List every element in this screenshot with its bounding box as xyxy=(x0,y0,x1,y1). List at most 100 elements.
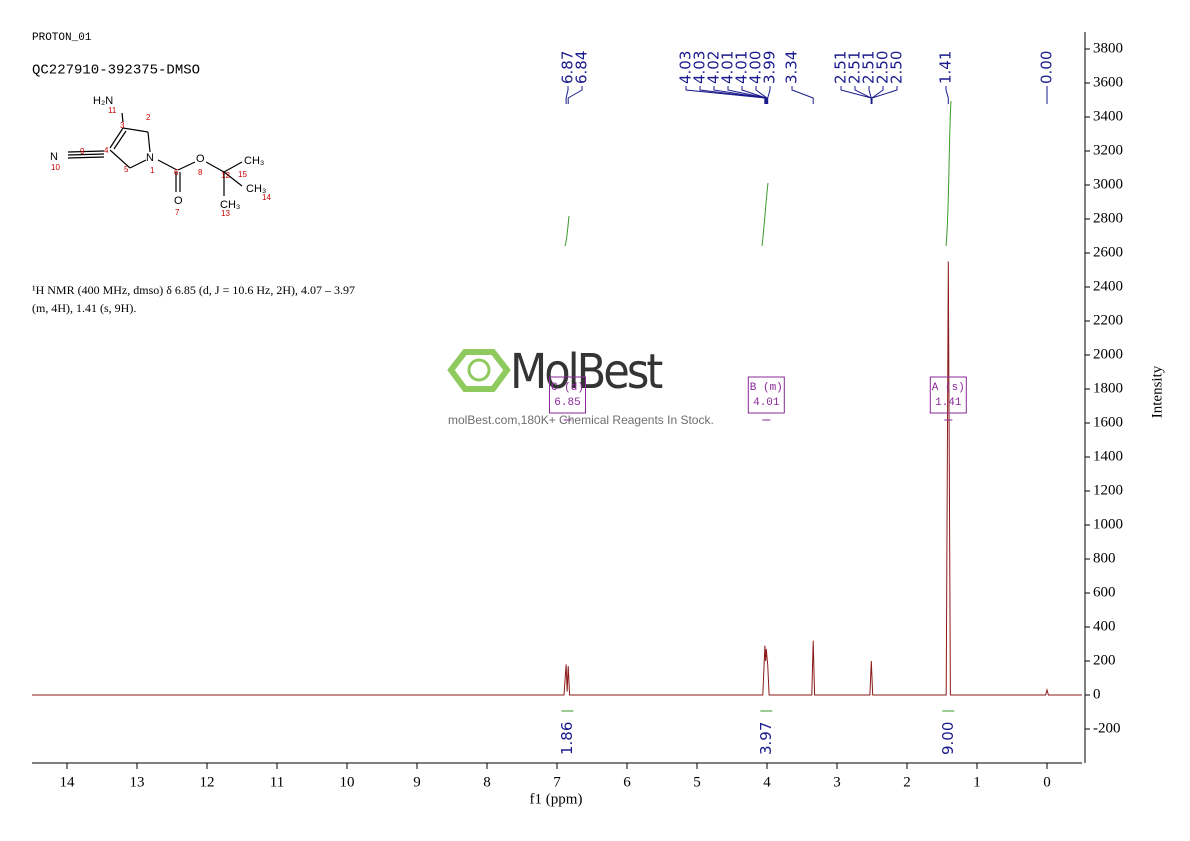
y-tick-label: 2200 xyxy=(1093,312,1123,328)
peak-connector xyxy=(741,86,767,104)
atom-number: 1 xyxy=(150,166,155,175)
molecule: H₂N N N O O CH₃ CH₃ CH₃ 11 3 2 4 5 1 9 1… xyxy=(50,95,271,218)
y-tick-label: 1800 xyxy=(1093,380,1123,396)
x-tick-label: 13 xyxy=(130,774,145,790)
x-tick-label: 14 xyxy=(60,774,76,790)
bond xyxy=(113,130,127,150)
peak-label: 2.50 xyxy=(874,51,892,84)
peak-connector xyxy=(868,86,872,104)
y-tick-label: 400 xyxy=(1093,618,1116,634)
x-tick-label: 12 xyxy=(200,774,215,790)
watermark-logo xyxy=(467,358,491,382)
y-tick-label: 1400 xyxy=(1093,448,1123,464)
atom: O xyxy=(174,195,183,207)
description-line: (m, 4H), 1.41 (s, 9H). xyxy=(32,301,136,315)
x-tick-label: 4 xyxy=(763,774,771,790)
atom-number: 10 xyxy=(51,163,60,172)
x-tick-label: 9 xyxy=(413,774,421,790)
atom-number: 5 xyxy=(124,165,129,174)
bond xyxy=(67,150,105,153)
integral-curve xyxy=(564,215,570,247)
peak-label: 2.51 xyxy=(832,51,850,84)
y-tick-label: 600 xyxy=(1093,584,1116,600)
peak-connector xyxy=(767,86,771,104)
atom-number: 9 xyxy=(80,147,85,156)
bond xyxy=(122,127,149,133)
atom-number: 3 xyxy=(120,121,125,130)
watermark-tagline: molBest.com,180K+ Chemical Reagents In S… xyxy=(448,413,714,427)
peak-label: 6.87 xyxy=(559,51,577,84)
atom: CH₃ xyxy=(246,183,266,195)
bond xyxy=(109,127,124,149)
bond xyxy=(147,131,151,153)
x-tick-label: 2 xyxy=(903,774,911,790)
experiment-name: PROTON_01 xyxy=(32,32,92,44)
peak-label: 0.00 xyxy=(1038,51,1056,84)
y-tick-label: 1600 xyxy=(1093,414,1123,430)
peak-connector xyxy=(567,86,583,104)
y-tick-label: 3200 xyxy=(1093,142,1123,158)
peak-label: 2.51 xyxy=(846,51,864,84)
watermark: MolBest molBest.com,180K+ Chemical Reage… xyxy=(447,344,714,427)
bond xyxy=(121,112,124,123)
x-tick-label: 7 xyxy=(553,774,561,790)
peak-label: 4.00 xyxy=(747,51,765,84)
peak-label: 2.51 xyxy=(860,51,878,84)
x-tick-label: 8 xyxy=(483,774,491,790)
y-tick-label: 3400 xyxy=(1093,108,1123,124)
peak-label: 4.01 xyxy=(733,51,751,84)
y-tick-label: 2600 xyxy=(1093,244,1123,260)
integral-label: 1.86 xyxy=(558,722,576,755)
x-axis-label: f1 (ppm) xyxy=(530,791,583,807)
peak-connector xyxy=(791,86,814,104)
y-tick-label: 2400 xyxy=(1093,278,1123,294)
integral-curve xyxy=(945,100,952,247)
multiplet-name: B (m) xyxy=(750,382,783,394)
atom: O xyxy=(196,153,205,165)
integral-curve xyxy=(761,182,769,247)
peak-connector xyxy=(871,86,898,104)
peak-label: 4.01 xyxy=(719,51,737,84)
y-tick-label: 1200 xyxy=(1093,482,1123,498)
peak-label: 4.03 xyxy=(691,51,709,84)
bond xyxy=(177,161,196,171)
atom: N xyxy=(146,152,154,164)
y-tick-label: 3000 xyxy=(1093,176,1123,192)
peak-connector xyxy=(713,86,767,104)
bond xyxy=(67,156,105,159)
bond xyxy=(129,159,147,169)
bond xyxy=(205,161,225,173)
x-tick-label: 6 xyxy=(623,774,631,790)
x-tick-label: 11 xyxy=(270,774,284,790)
bond xyxy=(109,149,131,169)
y-axis-label: Intensity xyxy=(1149,365,1165,418)
atom-number: 7 xyxy=(175,208,180,217)
y-tick-label: 3600 xyxy=(1093,74,1123,90)
multiplet-shift: 1.41 xyxy=(935,397,962,409)
atom-number: 2 xyxy=(146,113,151,122)
integral-label: 3.97 xyxy=(757,722,775,755)
atom-number: 14 xyxy=(262,193,271,202)
atom: N xyxy=(50,151,58,163)
multiplet-shift: 4.01 xyxy=(753,397,780,409)
peak-label: 4.03 xyxy=(677,51,695,84)
peak-label: 4.02 xyxy=(705,51,723,84)
y-tick-label: 0 xyxy=(1093,686,1101,702)
x-tick-label: 3 xyxy=(833,774,841,790)
peak-label: 6.84 xyxy=(573,51,591,84)
y-tick-label: 3800 xyxy=(1093,40,1123,56)
peak-label: 2.50 xyxy=(888,51,906,84)
atom: CH₃ xyxy=(220,199,240,211)
integral-label: 9.00 xyxy=(939,722,957,755)
x-tick-label: 5 xyxy=(693,774,701,790)
peak-label: 1.41 xyxy=(937,51,955,84)
multiplet-box xyxy=(929,376,967,414)
watermark-logo xyxy=(447,349,511,392)
description-line: ¹H NMR (400 MHz, dmso) δ 6.85 (d, J = 10… xyxy=(32,283,355,297)
y-tick-label: 1000 xyxy=(1093,516,1123,532)
multiplet-shift: 6.85 xyxy=(554,397,580,409)
y-tick-label: 2800 xyxy=(1093,210,1123,226)
multiplet-name: A (s) xyxy=(932,382,965,394)
x-tick-label: 10 xyxy=(340,774,355,790)
